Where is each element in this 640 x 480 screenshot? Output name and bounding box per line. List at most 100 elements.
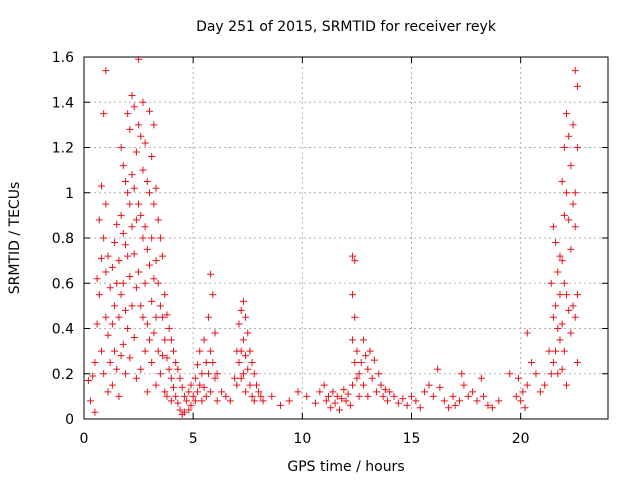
- data-point: [121, 241, 129, 249]
- data-point: [148, 358, 156, 366]
- data-point: [349, 252, 357, 260]
- data-point: [137, 302, 145, 310]
- data-point: [176, 374, 184, 382]
- data-point: [364, 392, 372, 400]
- data-point: [239, 336, 247, 344]
- data-point: [165, 365, 173, 373]
- data-point: [248, 358, 256, 366]
- data-point: [449, 392, 457, 400]
- data-point: [268, 392, 276, 400]
- data-point: [117, 291, 125, 299]
- data-point: [143, 320, 151, 328]
- data-point: [320, 381, 328, 389]
- data-point: [549, 358, 557, 366]
- data-point: [91, 358, 99, 366]
- data-point: [139, 234, 147, 242]
- data-point: [213, 370, 221, 378]
- data-point: [519, 388, 527, 396]
- data-point: [187, 381, 195, 389]
- data-point: [91, 408, 99, 416]
- data-point: [126, 200, 134, 208]
- data-point: [429, 392, 437, 400]
- data-point: [563, 381, 571, 389]
- data-point: [244, 365, 252, 373]
- data-point: [100, 234, 108, 242]
- data-point: [170, 347, 178, 355]
- data-point: [464, 392, 472, 400]
- data-point: [565, 306, 573, 314]
- data-point: [403, 401, 411, 409]
- data-point: [161, 388, 169, 396]
- data-point: [113, 220, 121, 228]
- data-point: [353, 374, 361, 382]
- data-point: [329, 388, 337, 396]
- data-point: [569, 121, 577, 129]
- data-point: [124, 325, 132, 332]
- data-point: [362, 352, 370, 360]
- data-point: [121, 306, 129, 314]
- data-point: [189, 392, 197, 400]
- data-point: [115, 257, 123, 265]
- data-point: [235, 358, 243, 366]
- data-point: [436, 383, 444, 391]
- data-point: [119, 229, 127, 237]
- data-point: [523, 329, 531, 337]
- data-point: [473, 397, 481, 405]
- data-point: [156, 302, 164, 310]
- data-point: [368, 374, 376, 382]
- data-point: [198, 370, 206, 378]
- data-point: [185, 406, 193, 414]
- data-point: [163, 354, 171, 362]
- data-point: [174, 365, 182, 373]
- data-point: [148, 234, 156, 242]
- data-point: [563, 291, 571, 299]
- data-point: [558, 257, 566, 265]
- data-point: [237, 306, 245, 314]
- data-point: [255, 388, 263, 396]
- data-point: [250, 397, 258, 405]
- data-point: [325, 392, 333, 400]
- data-point: [327, 404, 335, 412]
- data-point: [322, 397, 330, 405]
- data-point: [549, 223, 557, 231]
- data-point: [573, 358, 581, 366]
- data-point: [285, 397, 293, 405]
- data-point: [209, 291, 217, 299]
- data-point: [484, 401, 492, 409]
- data-point: [294, 388, 302, 396]
- data-point: [246, 347, 254, 355]
- data-point: [180, 408, 188, 416]
- data-point: [226, 397, 234, 405]
- data-point: [495, 397, 503, 405]
- data-point: [172, 358, 180, 366]
- data-point: [231, 374, 239, 382]
- data-point: [445, 404, 453, 412]
- data-point: [335, 406, 343, 414]
- data-point: [163, 392, 171, 400]
- data-point: [556, 336, 564, 344]
- data-point: [421, 388, 429, 396]
- data-point: [349, 336, 357, 344]
- y-tick-label: 1.4: [52, 95, 74, 111]
- data-point: [207, 270, 215, 278]
- data-point: [148, 297, 156, 305]
- data-point: [124, 110, 132, 118]
- x-tick-label: 15: [403, 431, 421, 447]
- data-point: [132, 284, 140, 292]
- data-point: [102, 200, 110, 208]
- data-point: [191, 374, 199, 382]
- data-point: [167, 397, 175, 405]
- data-point: [237, 374, 245, 382]
- data-point: [242, 388, 250, 396]
- data-point: [167, 336, 175, 344]
- data-point: [488, 404, 496, 412]
- data-point: [573, 82, 581, 90]
- grid-lines: [84, 57, 608, 419]
- data-point: [135, 200, 143, 208]
- data-point: [386, 388, 394, 396]
- y-tick-label: 1.6: [52, 50, 74, 66]
- data-point: [187, 401, 195, 409]
- data-point: [191, 397, 199, 405]
- data-point: [102, 67, 110, 75]
- data-point: [139, 98, 147, 106]
